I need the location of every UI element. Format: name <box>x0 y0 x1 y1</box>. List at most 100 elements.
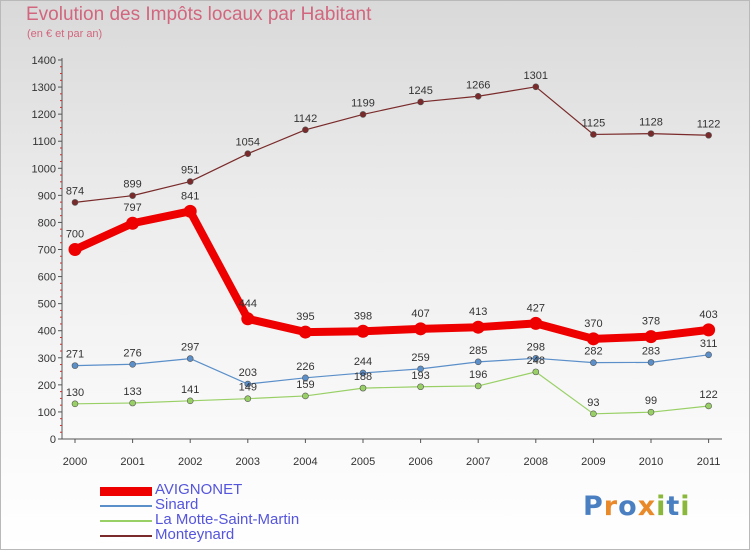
x-tick-label: 2000 <box>63 456 87 468</box>
x-tick-label: 2011 <box>697 456 721 468</box>
series-line-la-motte-saint-martin <box>74 371 710 415</box>
data-label-la-motte-saint-martin: 133 <box>123 386 141 398</box>
data-point-sinard <box>590 359 597 366</box>
data-point-la-motte-saint-martin <box>129 399 136 407</box>
data-point-sinard <box>302 374 309 382</box>
data-point-sinard <box>71 362 79 369</box>
data-label-avignonet: 700 <box>66 229 84 241</box>
data-point-monteynard <box>244 150 252 157</box>
data-label-la-motte-saint-martin: 122 <box>699 389 717 401</box>
data-label-sinard: 244 <box>354 356 372 368</box>
data-point-la-motte-saint-martin <box>244 395 252 402</box>
data-point-monteynard <box>186 178 194 185</box>
data-label-monteynard: 1128 <box>639 117 663 129</box>
legend-label: Sinard <box>155 496 199 513</box>
y-tick-label: 1400 <box>32 55 56 67</box>
y-tick-label: 100 <box>38 407 56 419</box>
proxiti-logo: Proxiti <box>583 491 691 522</box>
y-tick-label: 500 <box>38 299 56 311</box>
logo-letter: i <box>656 491 667 522</box>
y-tick-label: 600 <box>38 272 56 284</box>
legend-label: La Motte-Saint-Martin <box>155 511 300 528</box>
data-label-sinard: 271 <box>66 349 84 361</box>
data-point-la-motte-saint-martin <box>417 383 424 391</box>
data-label-avignonet: 797 <box>123 202 141 214</box>
data-point-sinard <box>532 355 540 362</box>
data-label-avignonet: 407 <box>411 308 429 320</box>
data-label-la-motte-saint-martin: 141 <box>181 384 199 396</box>
data-label-avignonet: 413 <box>469 306 487 318</box>
series-line-sinard <box>74 354 710 385</box>
data-label-avignonet: 395 <box>296 311 314 323</box>
y-tick-label: 900 <box>38 190 56 202</box>
data-point-monteynard <box>417 98 424 106</box>
data-label-monteynard: 1125 <box>582 117 606 129</box>
x-tick-label: 2008 <box>524 456 548 468</box>
data-point-la-motte-saint-martin <box>532 368 540 376</box>
data-point-la-motte-saint-martin <box>302 392 309 400</box>
data-point-sinard <box>417 365 424 373</box>
legend-label: Monteynard <box>155 526 235 543</box>
data-point-avignonet <box>702 323 716 337</box>
y-tick-label: 1000 <box>32 163 56 175</box>
data-point-avignonet <box>298 325 312 339</box>
data-point-monteynard <box>647 130 655 137</box>
data-point-monteynard <box>359 111 367 118</box>
data-label-avignonet: 427 <box>527 302 545 314</box>
x-tick-label: 2003 <box>236 456 260 468</box>
y-tick-label: 400 <box>38 326 56 338</box>
data-label-la-motte-saint-martin: 99 <box>645 395 657 407</box>
legend: AVIGNONET Sinard La Motte-Saint-Martin M… <box>100 481 360 543</box>
legend-item: La Motte-Saint-Martin <box>100 511 360 528</box>
data-point-avignonet <box>356 324 370 338</box>
data-point-avignonet <box>529 316 543 330</box>
y-tick-label: 1100 <box>32 136 56 148</box>
data-point-avignonet <box>414 322 428 336</box>
data-point-sinard <box>647 359 655 366</box>
legend-swatch-sinard <box>100 505 152 507</box>
x-tick-label: 2001 <box>120 456 144 468</box>
data-point-sinard <box>474 358 482 366</box>
data-label-monteynard: 951 <box>181 165 199 177</box>
data-label-avignonet: 370 <box>584 318 602 330</box>
x-tick-label: 2009 <box>581 456 605 468</box>
data-point-la-motte-saint-martin <box>590 410 597 418</box>
data-label-sinard: 283 <box>642 345 660 357</box>
data-label-avignonet: 403 <box>699 309 717 321</box>
x-tick-label: 2010 <box>639 456 663 468</box>
data-point-monteynard <box>705 131 712 139</box>
logo-letter: x <box>637 491 657 522</box>
data-label-monteynard: 1301 <box>524 70 548 82</box>
logo-letter: P <box>583 491 604 522</box>
data-label-sinard: 226 <box>296 361 314 373</box>
data-label-la-motte-saint-martin: 149 <box>239 382 257 394</box>
data-label-la-motte-saint-martin: 130 <box>66 387 84 399</box>
data-point-sinard <box>244 380 252 388</box>
legend-item: AVIGNONET <box>100 481 360 498</box>
x-tick-label: 2006 <box>408 456 432 468</box>
legend-swatch-la-motte-saint-martin <box>100 520 152 522</box>
legend-swatch-monteynard <box>100 535 152 537</box>
chart-subtitle: (en € et par an) <box>27 28 103 40</box>
logo-letter: o <box>618 491 638 522</box>
data-point-la-motte-saint-martin <box>705 402 712 410</box>
data-label-la-motte-saint-martin: 188 <box>354 371 372 383</box>
legend-swatch-avignonet <box>100 486 152 496</box>
data-point-avignonet <box>586 332 600 346</box>
data-point-avignonet <box>183 204 197 218</box>
data-label-sinard: 311 <box>700 338 718 350</box>
data-label-avignonet: 398 <box>354 310 372 322</box>
data-label-sinard: 203 <box>239 367 257 379</box>
data-point-monteynard <box>474 92 482 100</box>
data-point-sinard <box>186 355 194 362</box>
y-tick-label: 1200 <box>32 109 56 121</box>
data-point-avignonet <box>644 330 658 344</box>
data-point-avignonet <box>471 320 485 334</box>
legend-label: AVIGNONET <box>155 481 243 498</box>
data-label-sinard: 285 <box>469 345 487 357</box>
legend-item: Sinard <box>100 496 360 513</box>
y-tick-label: 700 <box>38 245 56 257</box>
data-label-la-motte-saint-martin: 193 <box>411 370 429 382</box>
